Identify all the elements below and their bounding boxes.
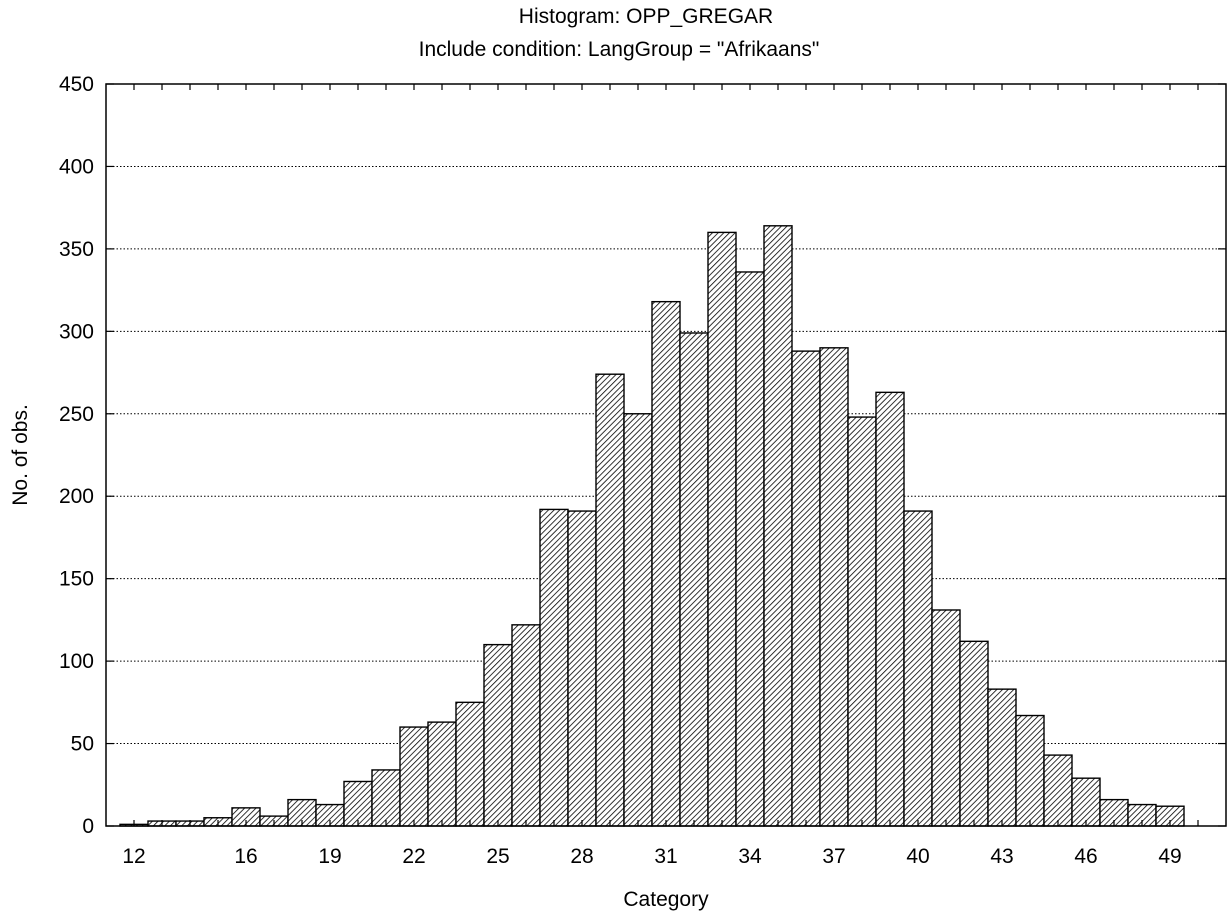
- histogram-bar: [763, 225, 793, 827]
- histogram-bar: [539, 508, 569, 827]
- histogram-bar: [707, 231, 737, 827]
- histogram-bar: [735, 271, 765, 827]
- chart-title: Histogram: OPP_GREGAR: [519, 5, 773, 28]
- y-axis-ticks: 0 50 100 150 200 250 300 350 400 450: [59, 73, 1226, 838]
- y-tick-label: 100: [59, 650, 94, 673]
- histogram-bar: [819, 347, 849, 827]
- histogram-bar: [511, 624, 541, 827]
- histogram-bar: [371, 769, 401, 827]
- histogram-bar: [399, 726, 429, 827]
- x-tick-label: 28: [570, 845, 593, 868]
- x-axis-ticks: 12 16 19 22 25 28 31 34 37 40 43 46 49: [122, 84, 1199, 868]
- y-tick-label: 250: [59, 403, 94, 426]
- x-tick-label: 19: [318, 845, 341, 868]
- y-tick-label: 200: [59, 485, 94, 508]
- x-tick-label: 16: [234, 845, 257, 868]
- x-tick-label: 12: [122, 845, 145, 868]
- histogram-bar: [679, 332, 709, 827]
- x-tick-label: 37: [822, 845, 845, 868]
- histogram-bar: [1015, 714, 1045, 827]
- histogram-bar: [651, 300, 681, 827]
- y-tick-label: 350: [59, 238, 94, 261]
- x-tick-label: 43: [990, 845, 1013, 868]
- histogram-bar: [1071, 777, 1101, 827]
- chart-subtitle: Include condition: LangGroup = "Afrikaan…: [419, 38, 820, 61]
- histogram-bar: [567, 510, 597, 827]
- histogram-bar: [595, 373, 625, 827]
- histogram-bar: [903, 510, 933, 827]
- x-tick-label: 25: [486, 845, 509, 868]
- histogram-bar: [987, 688, 1017, 827]
- y-axis-label: No. of obs.: [9, 404, 32, 506]
- histogram-bar: [791, 350, 821, 827]
- x-tick-label: 22: [402, 845, 425, 868]
- histogram-bar: [623, 413, 653, 827]
- histogram-bar: [427, 721, 457, 827]
- histogram-bar: [931, 609, 961, 827]
- y-tick-label: 50: [71, 733, 94, 756]
- y-tick-label: 150: [59, 568, 94, 591]
- histogram-bar: [847, 416, 877, 827]
- histogram-bar: [483, 643, 513, 827]
- bars: [119, 225, 1185, 827]
- y-tick-label: 300: [59, 320, 94, 343]
- y-tick-label: 0: [82, 815, 94, 838]
- histogram-bar: [343, 780, 373, 827]
- x-tick-label: 31: [654, 845, 677, 868]
- histogram-bar: [455, 701, 485, 827]
- x-tick-label: 49: [1158, 845, 1181, 868]
- histogram-bar: [1043, 754, 1073, 827]
- y-tick-label: 400: [59, 155, 94, 178]
- x-tick-label: 34: [738, 845, 762, 868]
- x-tick-label: 46: [1074, 845, 1097, 868]
- x-tick-label: 40: [906, 845, 929, 868]
- histogram-bar: [875, 391, 905, 827]
- x-axis-label: Category: [623, 888, 709, 911]
- histogram-bar: [959, 640, 989, 827]
- y-tick-label: 450: [59, 73, 94, 96]
